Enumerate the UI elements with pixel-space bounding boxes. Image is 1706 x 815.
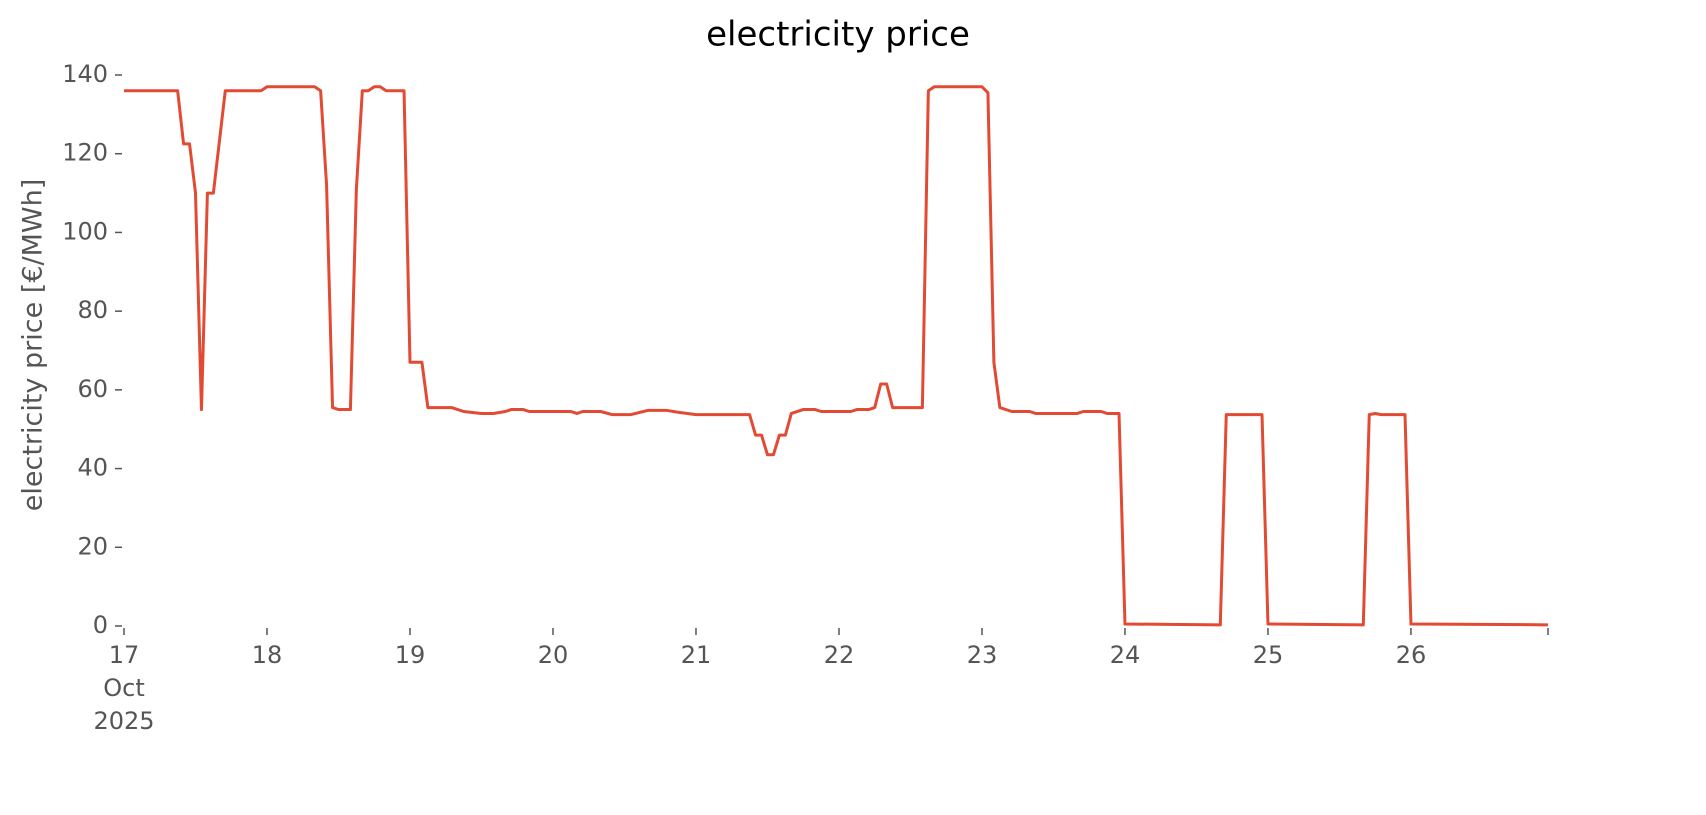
- x-tick-label: 25: [1253, 641, 1284, 669]
- x-tick-label-line: 2025: [93, 707, 154, 735]
- y-tick-label: 40: [77, 454, 108, 482]
- x-tick-label: 21: [681, 641, 712, 669]
- x-tick-label: 19: [395, 641, 426, 669]
- y-axis-label: electricity price [€/MWh]: [18, 179, 49, 511]
- x-tick-label: 20: [538, 641, 569, 669]
- x-tick-label: 17 Oct 2025: [93, 641, 154, 735]
- x-tick-label: 18: [252, 641, 283, 669]
- y-tick-label: 100: [62, 217, 108, 245]
- y-tick-label: 140: [62, 60, 108, 88]
- x-tick-label-line: 17: [109, 641, 140, 669]
- y-tick-label: 0: [93, 611, 108, 639]
- y-tick-label: 80: [77, 296, 108, 324]
- x-tick-label: 23: [967, 641, 998, 669]
- x-tick-label-line: Oct: [103, 674, 145, 702]
- x-tick-label: 24: [1110, 641, 1141, 669]
- x-tick-label: 26: [1396, 641, 1427, 669]
- price-line: [124, 85, 1549, 627]
- y-tick-label: 20: [77, 532, 108, 560]
- y-tick-label: 60: [77, 375, 108, 403]
- x-tick-label: 22: [824, 641, 855, 669]
- y-tick-label: 120: [62, 139, 108, 167]
- chart-title: electricity price: [706, 15, 970, 55]
